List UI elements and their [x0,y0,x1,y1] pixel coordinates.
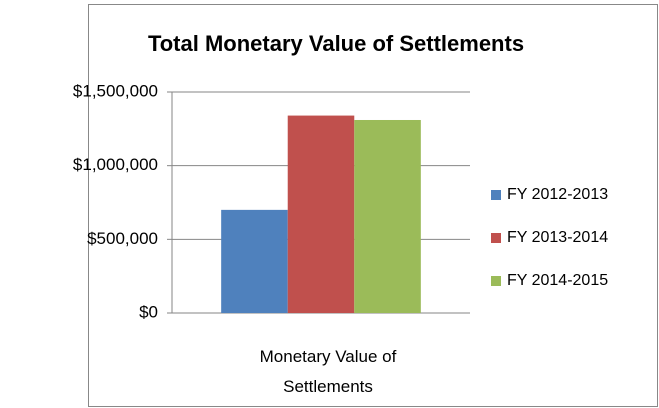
x-tick-label: Monetary Value of Settlements [259,347,397,396]
bar [287,115,355,313]
bar [354,119,421,313]
y-tick-label: $0 [139,302,158,321]
legend-label: FY 2013-2014 [507,229,608,246]
legend-swatch [491,233,501,243]
bar [221,209,288,313]
chart-title: Total Monetary Value of Settlements [148,31,524,56]
y-tick-label: $500,000 [87,229,158,248]
y-tick-label: $1,000,000 [73,155,158,174]
legend-label: FY 2012-2013 [507,186,608,203]
y-tick-label: $1,500,000 [73,81,158,100]
legend-swatch [491,190,501,200]
legend-label: FY 2014-2015 [507,272,608,289]
legend-swatch [491,276,501,286]
